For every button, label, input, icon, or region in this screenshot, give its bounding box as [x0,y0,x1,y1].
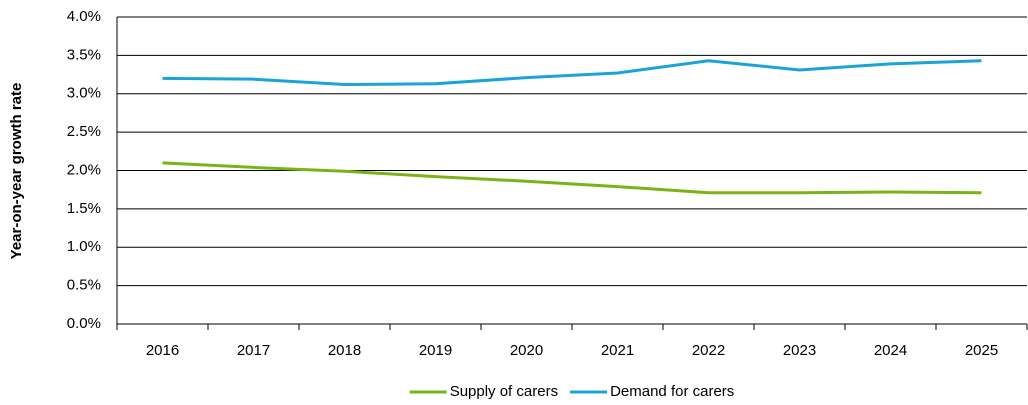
y-tick-label: 0.5% [67,277,101,294]
y-tick-label: 1.0% [67,238,101,255]
y-tick-label: 4.0% [67,8,101,25]
x-tick-label: 2025 [965,342,998,359]
y-axis-label: Year-on-year growth rate [8,83,25,260]
y-tick-label: 2.5% [67,123,101,140]
y-tick-label: 0.0% [67,315,101,332]
x-tick-label: 2018 [328,342,361,359]
x-tick-label: 2023 [783,342,816,359]
y-tick-label: 3.5% [67,46,101,63]
legend-label: Supply of carers [450,383,558,400]
y-tick-label: 3.0% [67,85,101,102]
x-tick-label: 2017 [237,342,270,359]
x-tick-label: 2021 [601,342,634,359]
series-line [162,161,982,195]
series-line [162,59,982,87]
y-tick-label: 2.0% [67,161,101,178]
x-tick-label: 2022 [692,342,725,359]
x-tick-label: 2019 [419,342,452,359]
legend-label: Demand for carers [610,383,734,400]
x-tick-label: 2016 [146,342,179,359]
x-tick-label: 2020 [510,342,543,359]
x-tick-label: 2024 [874,342,907,359]
y-tick-label: 1.5% [67,200,101,217]
